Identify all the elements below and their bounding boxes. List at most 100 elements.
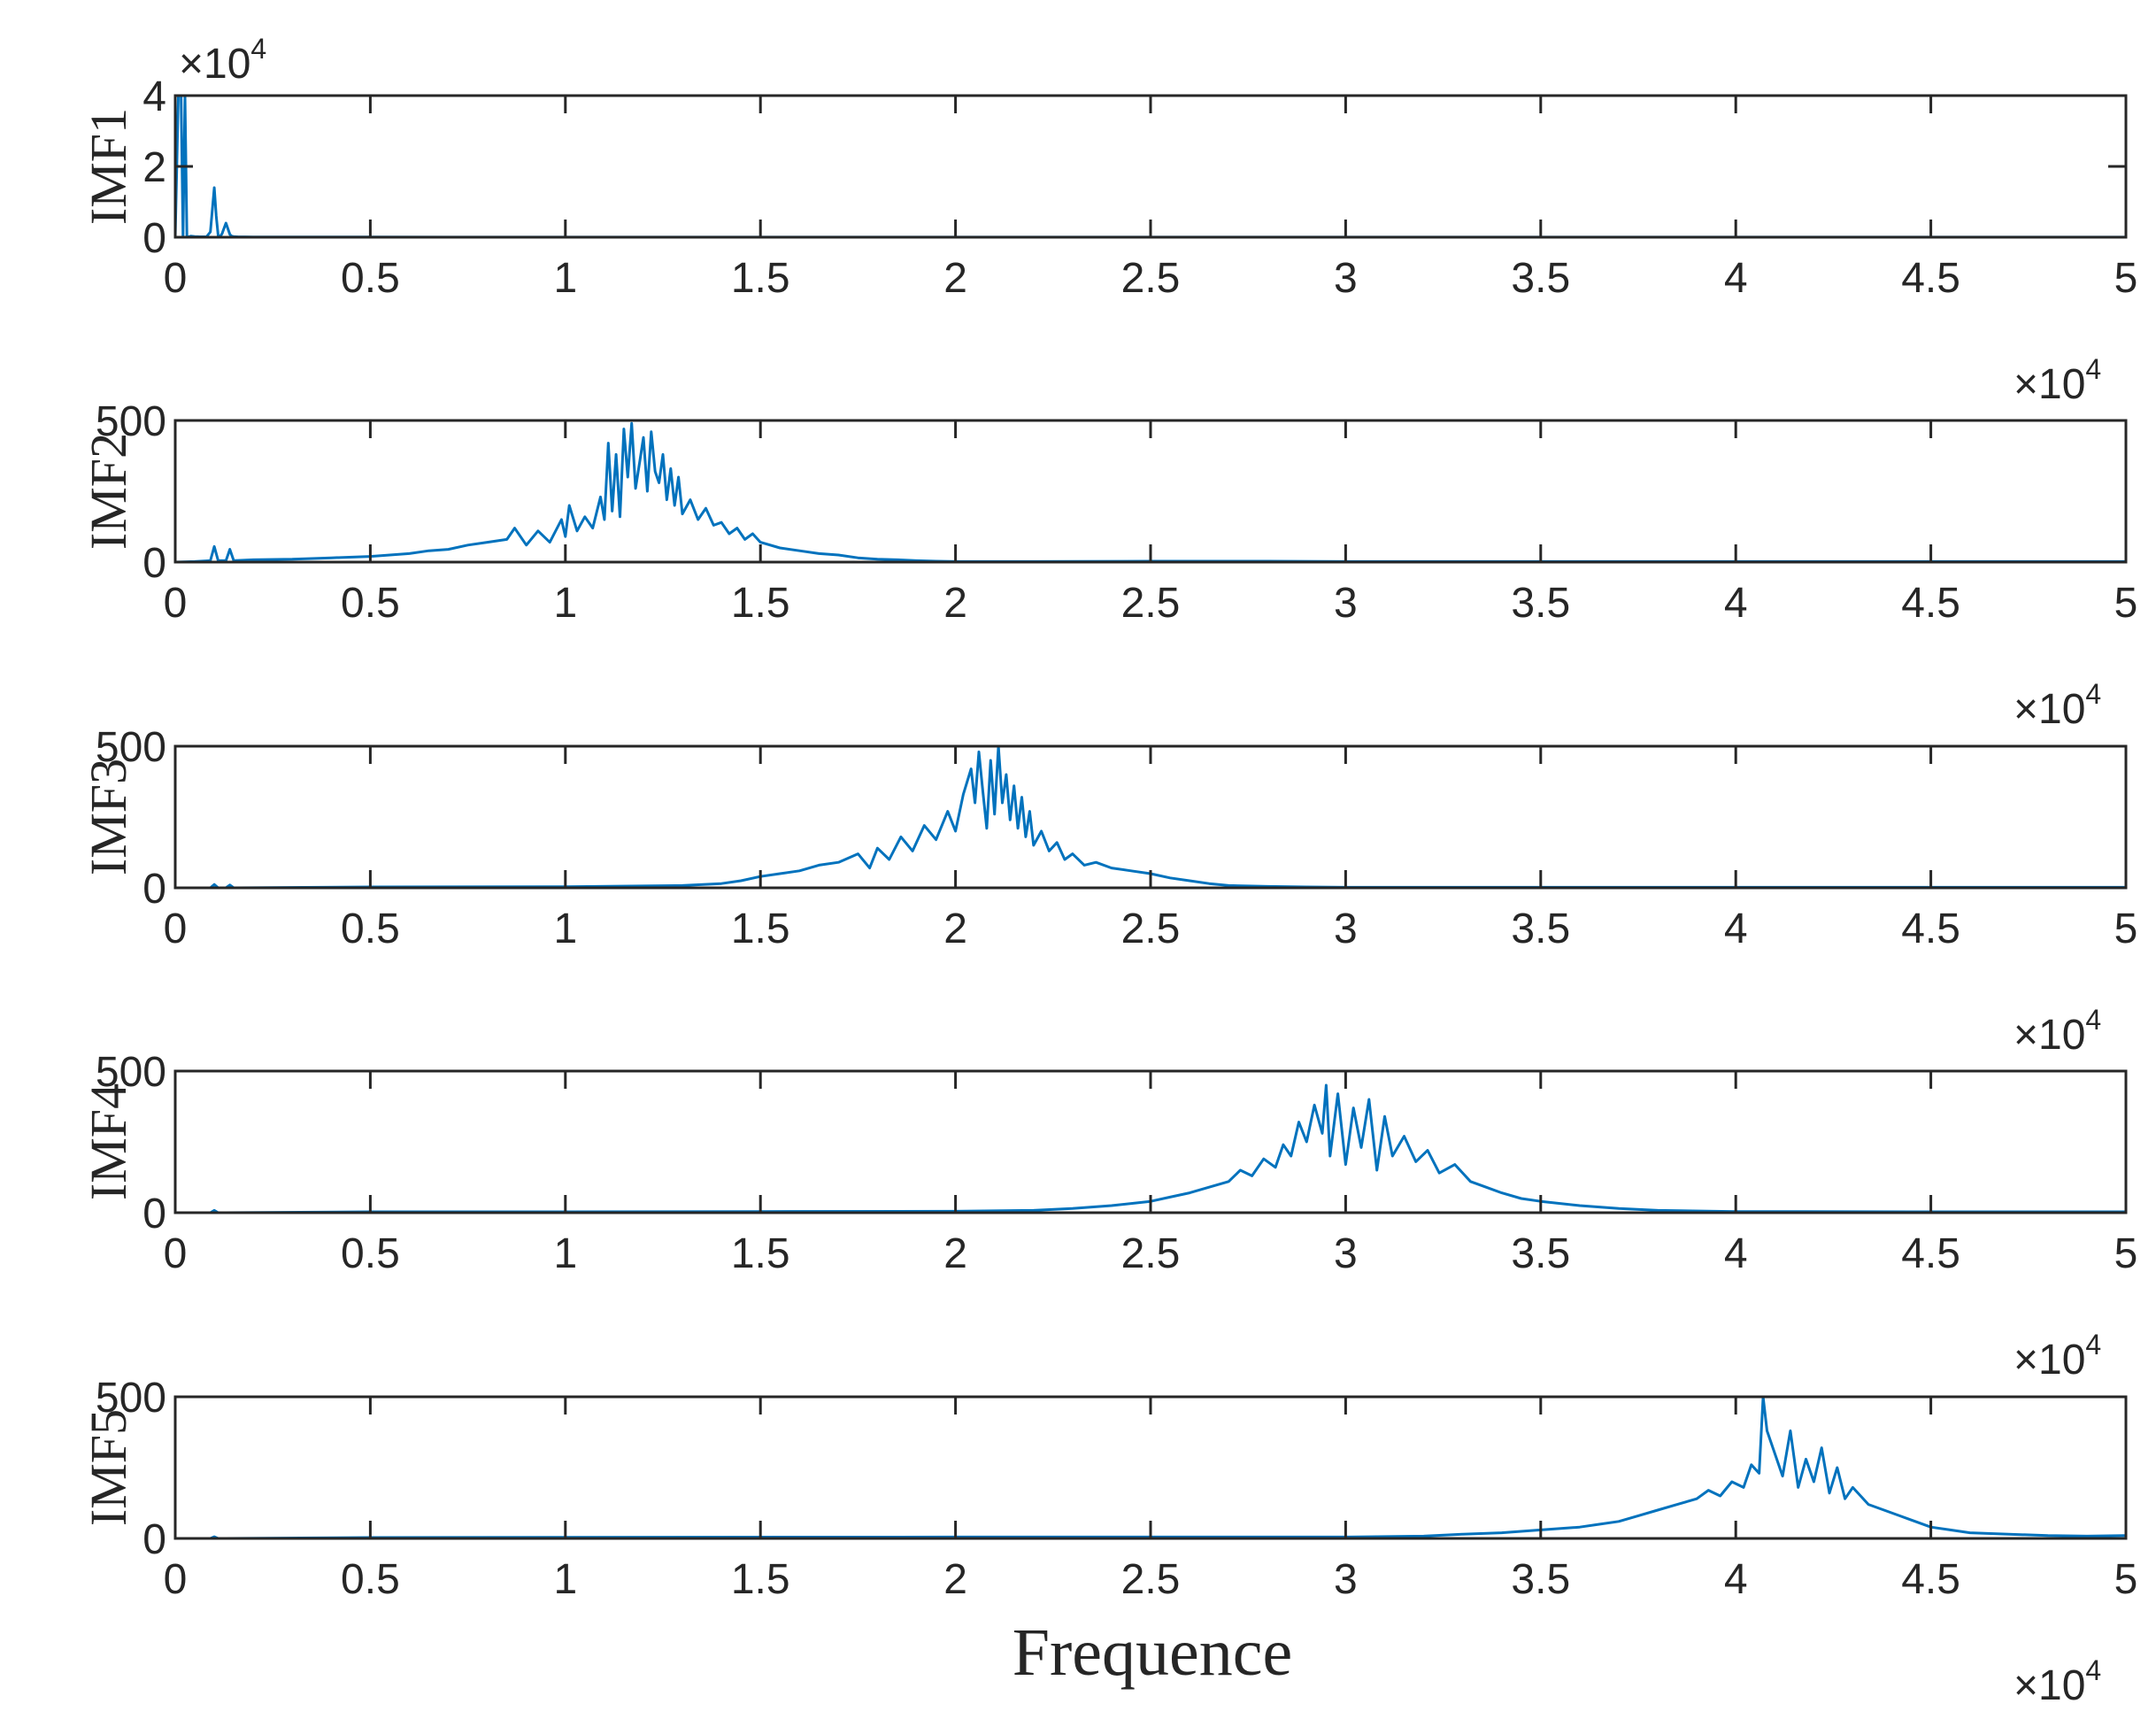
x-tick-label: 2.5 [1121,906,1181,952]
x-tick-label: 1.5 [731,1556,790,1603]
y-tick-label: 500 [96,724,166,771]
x-multiplier-exponent: 4 [2085,1004,2101,1036]
y-tick-label: 0 [142,540,166,587]
x-tick-label: 3 [1334,580,1358,627]
x-tick-label: 0 [164,906,188,952]
x-multiplier-exponent: 4 [2085,678,2101,710]
x-tick-label: 0 [164,1230,188,1277]
x-tick-label: 2.5 [1121,1230,1181,1277]
x-tick-label: 1.5 [731,580,790,627]
y-axis-title: IMF2 [80,433,137,550]
x-tick-label: 1 [553,1230,577,1277]
x-tick-label: 3.5 [1511,255,1570,302]
x-multiplier-label: ×104 [2014,1654,2101,1709]
series-line [175,1395,2127,1540]
x-tick-label: 3.5 [1511,580,1570,627]
y-tick-label: 0 [142,1191,166,1237]
x-multiplier-exponent: 4 [2085,353,2101,385]
x-tick-label: 0 [164,1556,188,1603]
x-tick-label: 3.5 [1511,1556,1570,1603]
x-tick-label: 4.5 [1901,906,1960,952]
x-tick-label: 4.5 [1901,1230,1960,1277]
x-tick-label: 1.5 [731,255,790,302]
x-tick-label: 3.5 [1511,1230,1570,1277]
x-multiplier-label: ×104 [2014,1004,2101,1059]
series-line [174,421,2126,564]
y-axis-title: IMF1 [80,108,137,225]
x-tick-label: 0 [164,255,188,302]
x-tick-label: 1.5 [731,906,790,952]
x-tick-label: 3 [1334,1230,1358,1277]
series-line [175,1083,2126,1214]
y-axis-title: IMF4 [80,1083,137,1200]
series-line [175,744,2126,890]
x-multiplier-exponent: 4 [2085,1654,2101,1686]
x-tick-label: 2 [943,580,967,627]
y-tick-label: 2 [142,144,166,191]
y-axis-title: IMF5 [80,1409,137,1526]
x-tick-label: 2.5 [1121,255,1181,302]
x-tick-label: 0 [164,580,188,627]
axes-box [173,1069,2128,1214]
x-multiplier-label: ×104 [2014,1329,2101,1384]
x-multiplier-exponent: 4 [2085,1329,2101,1361]
x-tick-label: 3.5 [1511,906,1570,952]
x-multiplier-label: ×104 [2014,353,2101,408]
x-tick-label: 1.5 [731,1230,790,1277]
x-tick-label: 0.5 [341,580,400,627]
x-tick-label: 4.5 [1901,580,1960,627]
x-axis-title: Frequence [1013,1615,1293,1690]
axes-box [173,419,2128,564]
x-tick-label: 0.5 [341,1556,400,1603]
x-tick-label: 0.5 [341,1230,400,1277]
y-axis-title: IMF3 [80,759,137,875]
axes-box [173,94,2128,239]
x-tick-label: 5 [2114,580,2138,627]
x-tick-label: 4 [1724,580,1748,627]
y-multiplier-label: ×104 [179,33,266,88]
x-tick-label: 5 [2114,906,2138,952]
y-tick-label: 500 [96,1049,166,1096]
x-tick-label: 5 [2114,255,2138,302]
y-tick-label: 0 [142,866,166,913]
x-tick-label: 4.5 [1901,1556,1960,1603]
x-multiplier-label: ×104 [2014,678,2101,733]
x-tick-label: 3 [1334,906,1358,952]
x-tick-label: 2.5 [1121,1556,1181,1603]
x-tick-label: 2 [943,1230,967,1277]
x-tick-label: 3 [1334,1556,1358,1603]
x-tick-label: 4.5 [1901,255,1960,302]
axes-box [173,1395,2128,1540]
x-tick-label: 4 [1724,1230,1748,1277]
x-tick-label: 5 [2114,1556,2138,1603]
y-multiplier-exponent: 4 [250,33,266,65]
x-tick-label: 2 [943,1556,967,1603]
x-tick-label: 5 [2114,1230,2138,1277]
x-tick-label: 0.5 [341,906,400,952]
x-tick-label: 2 [943,906,967,952]
x-tick-label: 1 [553,580,577,627]
series-line [173,94,2126,239]
x-tick-label: 4 [1724,906,1748,952]
x-tick-label: 2 [943,255,967,302]
y-tick-label: 500 [96,398,166,445]
x-tick-label: 3 [1334,255,1358,302]
x-tick-label: 1 [553,255,577,302]
y-tick-label: 0 [142,1516,166,1563]
x-tick-label: 1 [553,1556,577,1603]
x-tick-label: 1 [553,906,577,952]
y-tick-label: 500 [96,1375,166,1422]
y-tick-label: 0 [142,215,166,262]
x-tick-label: 4 [1724,1556,1748,1603]
y-tick-label: 4 [142,73,166,120]
axes-box [173,744,2128,890]
x-tick-label: 2.5 [1121,580,1181,627]
x-tick-label: 4 [1724,255,1748,302]
x-tick-label: 0.5 [341,255,400,302]
